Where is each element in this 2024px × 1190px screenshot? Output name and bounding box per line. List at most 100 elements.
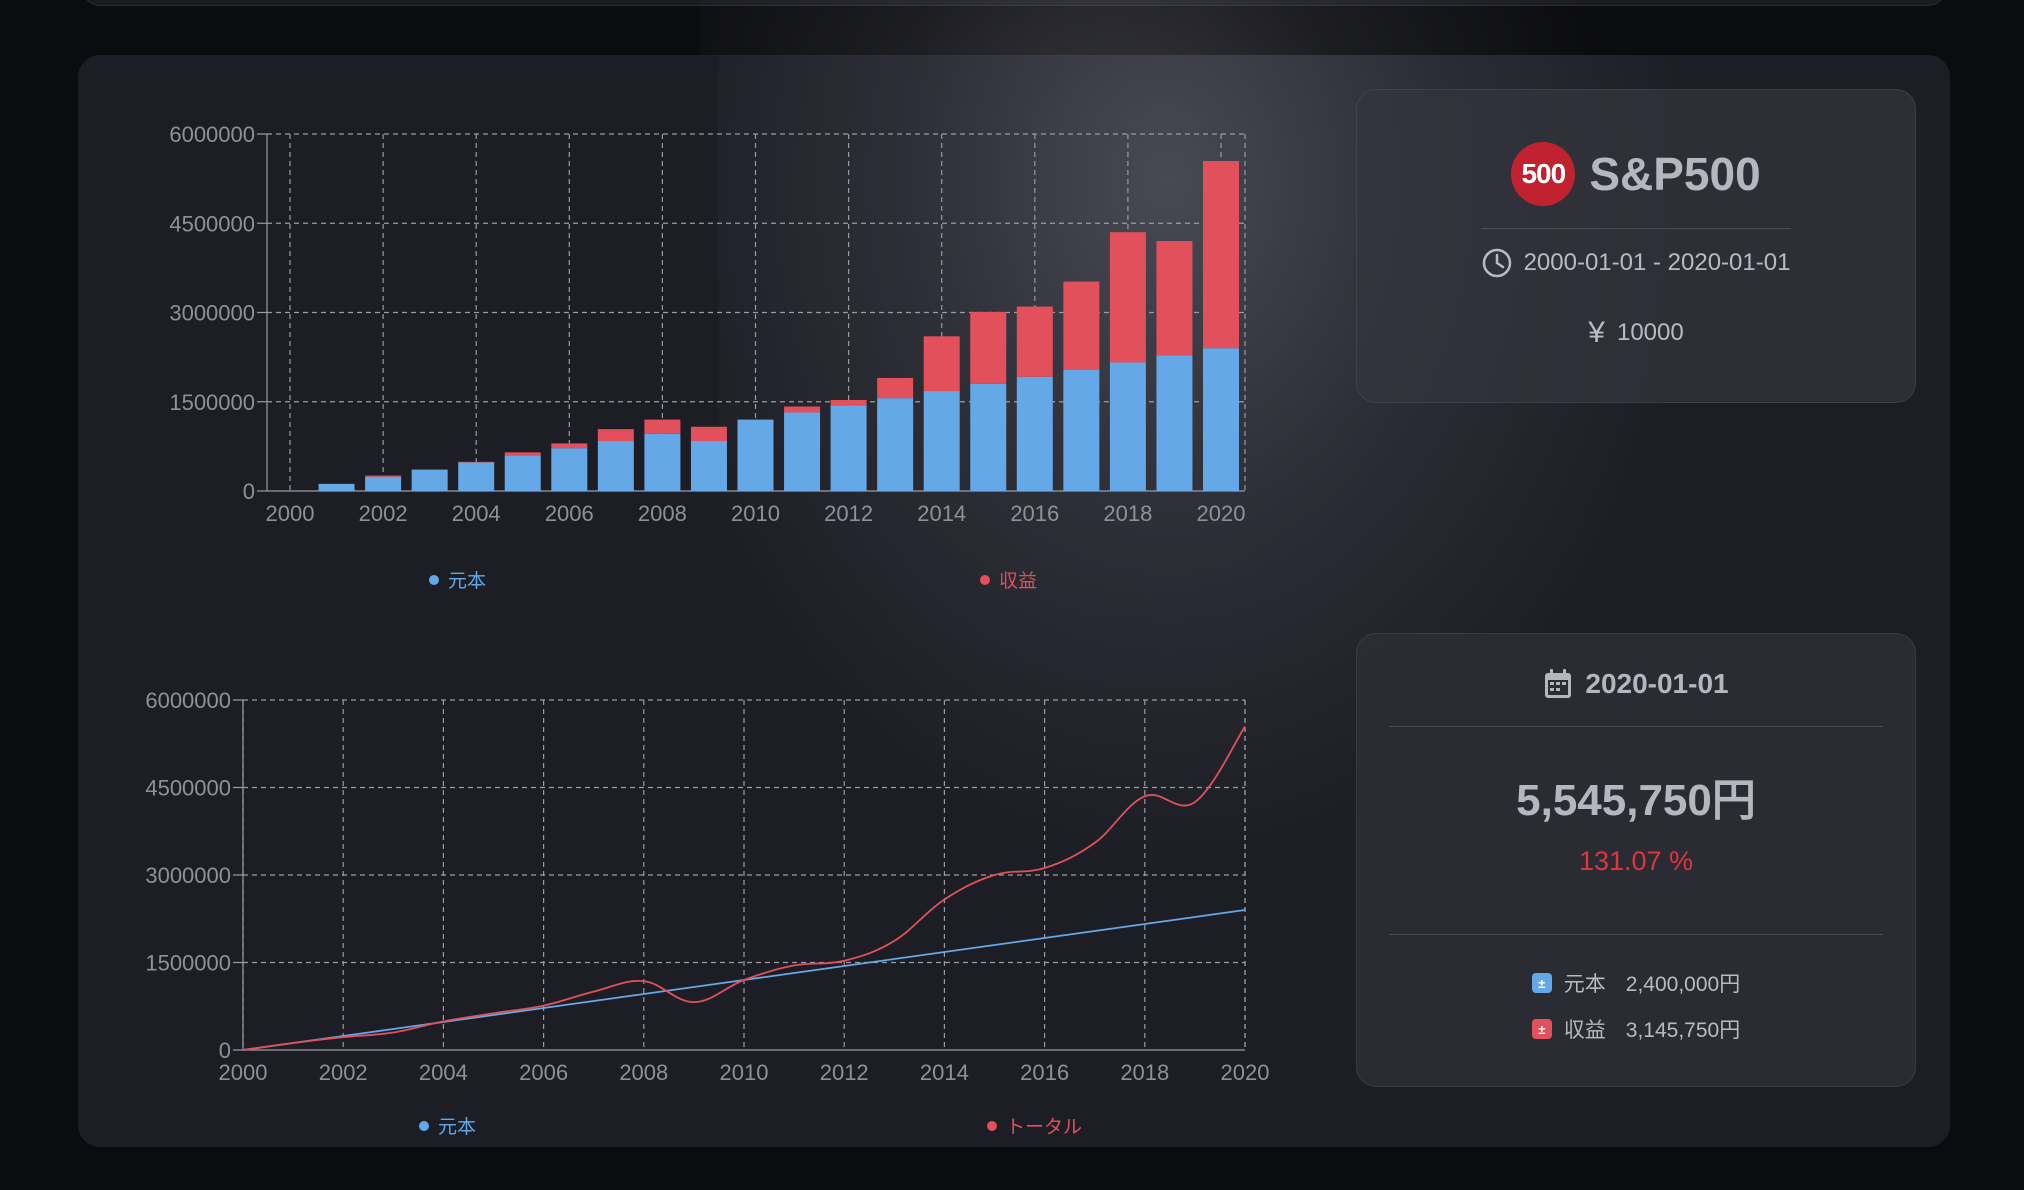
x-tick-label: 2000 — [219, 1060, 268, 1085]
result-divider-top — [1389, 726, 1883, 727]
top-card-edge — [82, 0, 1946, 6]
bar-principal — [877, 398, 914, 491]
principal-row: ± 元本 2,400,000円 — [1357, 968, 1915, 998]
bar-profit — [504, 452, 541, 456]
bar-principal — [1063, 369, 1100, 491]
legend-marker — [980, 575, 990, 585]
bar-principal — [970, 383, 1007, 491]
legend-label: 元本 — [448, 570, 486, 592]
yen-icon: ¥ — [1588, 316, 1605, 349]
y-tick-label: 6000000 — [145, 688, 231, 713]
bar-profit — [784, 406, 821, 413]
bar-profit — [551, 443, 588, 449]
result-date: 2020-01-01 — [1585, 668, 1729, 699]
legend-label: トータル — [1006, 1116, 1082, 1135]
x-tick-label: 2004 — [419, 1060, 468, 1085]
x-tick-label: 2014 — [920, 1060, 969, 1085]
bar-profit — [458, 461, 495, 463]
bar-principal — [1016, 376, 1053, 491]
simulation-panel: 0 1500000 3000000 4500000 6000000 2000 2002 200… — [78, 55, 1950, 1147]
y-tick-label: 1500000 — [145, 951, 231, 976]
principal-label: 元本 — [1563, 973, 1606, 996]
info-divider — [1481, 228, 1791, 229]
x-tick-label: 2018 — [1120, 1060, 1169, 1085]
line-chart: 0 1500000 3000000 4500000 6000000 2000 2002 200… — [118, 635, 1338, 1135]
y-tick-label: 4500000 — [169, 211, 255, 236]
bar-principal — [1156, 355, 1193, 491]
amount-row: ¥ 10000 — [1357, 316, 1915, 350]
calculator-icon: ± — [1531, 1019, 1552, 1039]
bar-chart-svg: 0 1500000 3000000 4500000 6000000 2000 2002 200… — [169, 122, 1246, 592]
bar-profit — [1109, 232, 1146, 363]
bar-profit — [1156, 241, 1193, 356]
result-divider-bottom — [1389, 934, 1883, 935]
x-tick-label: 2012 — [820, 1060, 869, 1085]
total-value: 5,545,750円 — [1516, 776, 1756, 825]
x-tick-label: 2020 — [1221, 1060, 1270, 1085]
bar-profit — [365, 475, 402, 477]
bar-profit — [1203, 161, 1239, 349]
x-tick-label: 2012 — [824, 501, 873, 526]
calendar-icon — [1545, 669, 1572, 698]
bar-principal — [737, 419, 774, 491]
calculator-icon: ± — [1531, 973, 1552, 993]
bar-profit — [690, 426, 727, 442]
bar-principal — [830, 405, 867, 491]
legend-label: 収益 — [999, 570, 1037, 592]
bar-profit — [970, 311, 1007, 384]
bar-principal — [365, 476, 402, 491]
x-tick-label: 2010 — [731, 501, 780, 526]
x-tick-label: 2006 — [519, 1060, 568, 1085]
bar-principal — [784, 412, 821, 491]
profit-row: ± 収益 3,145,750円 — [1357, 1014, 1915, 1044]
legend-label: 元本 — [438, 1116, 476, 1135]
bar-profit — [1016, 306, 1053, 377]
legend-marker — [429, 575, 439, 585]
fund-name: S&P500 — [1589, 148, 1761, 200]
y-tick-label: 3000000 — [169, 301, 255, 326]
bar-profit — [1063, 281, 1100, 370]
x-tick-label: 2016 — [1010, 501, 1059, 526]
fund-badge: 500 — [1511, 142, 1576, 206]
clock-icon — [1482, 248, 1511, 278]
fund-header: 500 S&P500 — [1357, 142, 1915, 206]
y-tick-label: 0 — [219, 1038, 231, 1063]
profit-value: 3,145,750円 — [1625, 1019, 1741, 1042]
bar-principal — [458, 462, 495, 491]
bar-principal — [597, 441, 634, 491]
return-percent: 131.07 % — [1578, 846, 1694, 876]
legend-marker — [987, 1121, 997, 1131]
x-tick-label: 2014 — [917, 501, 966, 526]
line-total — [242, 726, 1246, 1051]
x-tick-label: 2004 — [452, 501, 501, 526]
x-tick-label: 2000 — [266, 501, 315, 526]
period-text: 2000-01-01 - 2020-01-01 — [1523, 249, 1791, 276]
bar-profit — [597, 429, 634, 442]
x-tick-label: 2018 — [1103, 501, 1152, 526]
profit-label: 収益 — [1563, 1019, 1606, 1042]
bar-principal — [504, 455, 541, 491]
bar-principal — [690, 441, 727, 491]
principal-value: 2,400,000円 — [1625, 973, 1741, 996]
result-card: 2020-01-01 5,545,750円 131.07 % ± 元本 2,40… — [1356, 633, 1916, 1087]
y-tick-label: 0 — [243, 479, 255, 504]
y-tick-label: 3000000 — [145, 863, 231, 888]
bar-principal — [1203, 348, 1239, 491]
x-tick-label: 2010 — [720, 1060, 769, 1085]
bar-chart: 0 1500000 3000000 4500000 6000000 2000 2002 200… — [118, 95, 1338, 615]
bar-principal — [318, 483, 355, 491]
y-tick-label: 6000000 — [169, 122, 255, 147]
x-tick-label: 2016 — [1020, 1060, 1069, 1085]
bar-principal — [1109, 362, 1146, 491]
bar-profit — [877, 377, 914, 399]
x-tick-label: 2002 — [319, 1060, 368, 1085]
x-tick-label: 2008 — [619, 1060, 668, 1085]
bar-profit — [644, 419, 681, 434]
x-tick-label: 2008 — [638, 501, 687, 526]
x-tick-label: 2020 — [1197, 501, 1246, 526]
bar-profit — [923, 336, 960, 392]
bar-principal — [411, 469, 448, 491]
y-tick-label: 4500000 — [145, 776, 231, 801]
fund-info-card: 500 S&P500 2000-01-01 - 2020-01-01 ¥ 100… — [1356, 89, 1916, 403]
legend-marker — [419, 1121, 429, 1131]
